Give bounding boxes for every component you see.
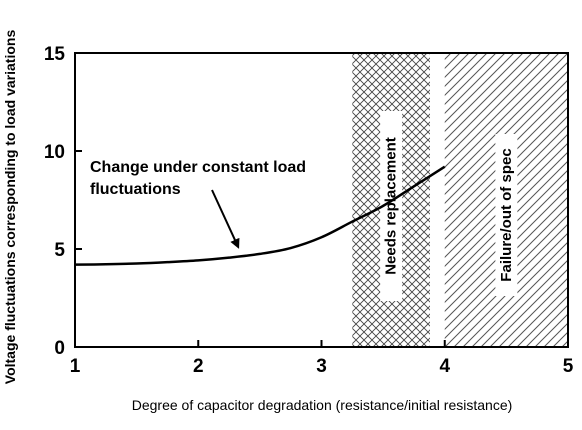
region-label-background	[495, 134, 518, 296]
annotation-arrow	[211, 189, 240, 249]
annotation-text: fluctuations	[90, 181, 181, 198]
y-tick-label: 10	[44, 142, 65, 163]
x-axis-label: Degree of capacitor degradation (resista…	[132, 397, 513, 413]
x-tick-label: 3	[316, 356, 327, 377]
region-label: Needs replacement	[383, 137, 400, 275]
y-tick-label: 5	[54, 240, 65, 261]
x-tick-label: 5	[563, 356, 574, 377]
y-tick-label: 0	[54, 338, 65, 359]
annotation-text: Change under constant load	[90, 159, 306, 176]
region-label-background	[380, 111, 403, 301]
axis-ticks: 1 2 3 4 5 0 5 10 15	[44, 44, 574, 377]
series	[74, 165, 446, 266]
series-line	[74, 165, 446, 266]
x-tick-label: 2	[193, 356, 204, 377]
y-tick-label: 15	[44, 44, 66, 65]
shaded-regions: Needs replacement Failure/out of spec	[352, 53, 568, 347]
region-label: Failure/out of spec	[498, 148, 515, 281]
x-tick-label: 4	[439, 356, 450, 377]
annotations: Change under constant load fluctuations	[90, 159, 306, 249]
x-tick-label: 1	[70, 356, 81, 377]
y-axis-label: Voltage fluctuations corresponding to lo…	[2, 30, 18, 385]
